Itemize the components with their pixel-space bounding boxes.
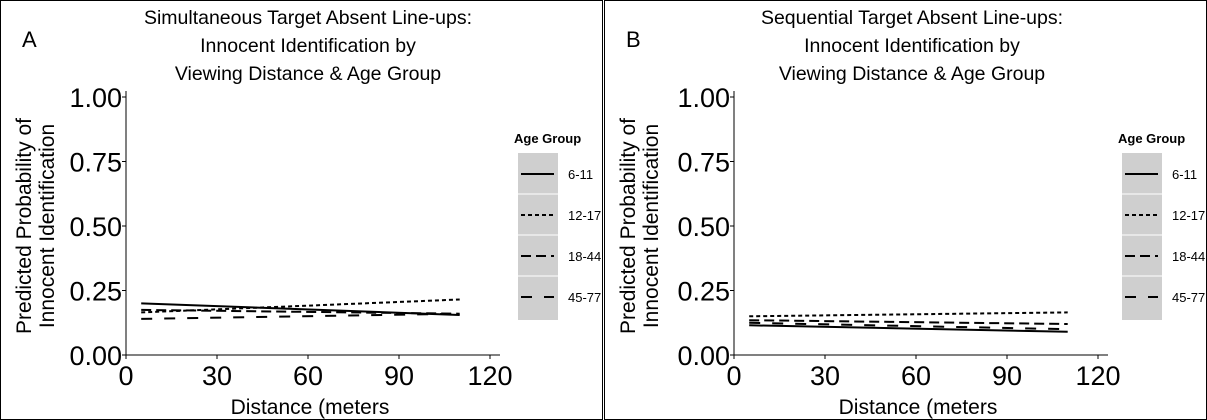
chart-title-line: Sequential Target Absent Line-ups: bbox=[761, 7, 1063, 29]
legend-label: 45-77 bbox=[1172, 290, 1205, 305]
y-tick-label: 1.00 bbox=[677, 83, 730, 113]
x-tick-label: 30 bbox=[202, 361, 232, 391]
legend-label: 6-11 bbox=[1172, 167, 1197, 182]
x-axis-title: Distance (meters bbox=[231, 396, 390, 419]
series-line-6-11 bbox=[141, 302, 460, 316]
panel-label: B bbox=[626, 27, 641, 52]
chart-panel-a: A Simultaneous Target Absent Line-ups: Inn… bbox=[0, 0, 603, 420]
x-tick-label: 120 bbox=[1075, 361, 1120, 391]
series-line-18-44 bbox=[141, 308, 460, 315]
y-tick-label: 0.25 bbox=[677, 277, 730, 307]
panel-label: A bbox=[22, 27, 37, 52]
legend-label: 45-77 bbox=[568, 290, 601, 305]
y-axis-title-line: Innocent Identification bbox=[36, 124, 59, 328]
x-tick-label: 90 bbox=[384, 361, 414, 391]
x-tick-label: 60 bbox=[293, 361, 323, 391]
y-axis-title-line: Innocent Identification bbox=[640, 124, 663, 328]
legend-label: 6-11 bbox=[568, 167, 593, 182]
y-tick-label: 0.00 bbox=[69, 341, 122, 371]
legend-title: Age Group bbox=[514, 131, 581, 146]
series-line-18-44 bbox=[749, 319, 1068, 325]
y-tick-label: 0.50 bbox=[69, 212, 122, 242]
x-tick-label: 90 bbox=[992, 361, 1022, 391]
chart-title-line: Simultaneous Target Absent Line-ups: bbox=[144, 7, 472, 29]
x-tick-label: 0 bbox=[726, 361, 741, 391]
series-line-45-77 bbox=[141, 312, 460, 320]
series-line-12-17 bbox=[749, 311, 1068, 318]
legend-key-background bbox=[1122, 153, 1162, 320]
legend: Age Group 6-11 12-17 18-44 45-77 bbox=[514, 131, 601, 320]
chart-title-line: Viewing Distance & Age Group bbox=[175, 63, 441, 85]
x-axis-title: Distance (meters bbox=[839, 396, 998, 419]
chart-panel-b: B Sequential Target Absent Line-ups: Innoc… bbox=[604, 0, 1207, 420]
y-tick-label: 0.25 bbox=[69, 277, 122, 307]
legend: Age Group 6-11 12-17 18-44 45-77 bbox=[1118, 131, 1205, 320]
y-tick-label: 0.75 bbox=[677, 148, 730, 178]
chart-title-line: Innocent Identification by bbox=[200, 35, 416, 57]
legend-key-background bbox=[518, 153, 558, 320]
y-axis-title-line: Predicted Probability of bbox=[13, 118, 36, 334]
series-line-45-77 bbox=[749, 321, 1068, 331]
x-tick-label: 0 bbox=[118, 361, 133, 391]
legend-label: 12-17 bbox=[568, 208, 601, 223]
x-tick-label: 30 bbox=[810, 361, 840, 391]
x-tick-label: 120 bbox=[467, 361, 512, 391]
y-tick-label: 0.75 bbox=[69, 148, 122, 178]
y-tick-label: 0.50 bbox=[677, 212, 730, 242]
x-tick-label: 60 bbox=[901, 361, 931, 391]
legend-label: 18-44 bbox=[568, 249, 601, 264]
y-tick-label: 1.00 bbox=[69, 83, 122, 113]
series-line-6-11 bbox=[749, 324, 1068, 333]
legend-label: 18-44 bbox=[1172, 249, 1205, 264]
chart-title-line: Viewing Distance & Age Group bbox=[779, 63, 1045, 85]
legend-label: 12-17 bbox=[1172, 208, 1205, 223]
chart-title-line: Innocent Identification by bbox=[804, 35, 1020, 57]
y-tick-label: 0.00 bbox=[677, 341, 730, 371]
legend-title: Age Group bbox=[1118, 131, 1185, 146]
y-axis-title-line: Predicted Probability of bbox=[617, 118, 640, 334]
